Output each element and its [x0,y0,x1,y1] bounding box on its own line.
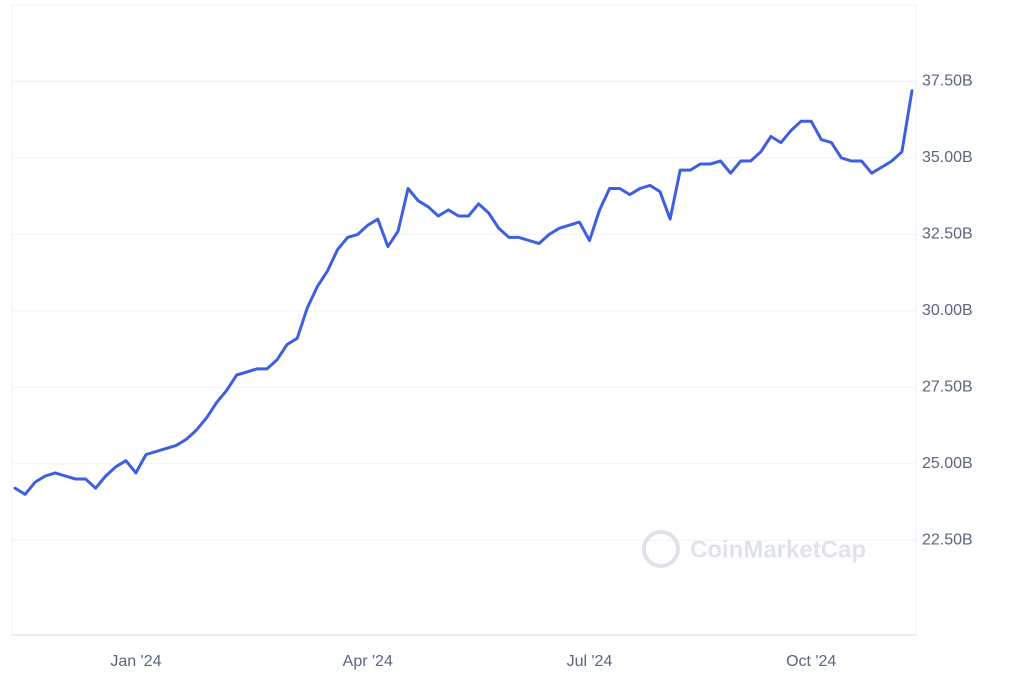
x-tick-label: Oct '24 [786,653,836,670]
y-tick-label: 32.50B [922,226,973,243]
y-tick-label: 25.00B [922,455,973,472]
y-tick-label: 30.00B [922,302,973,319]
watermark: CoinMarketCap [642,530,866,568]
price-line [13,89,914,496]
y-tick-label: 22.50B [922,531,973,548]
y-tick-label: 27.50B [922,379,973,396]
x-tick-label: Apr '24 [343,653,393,670]
watermark-logo [642,530,680,568]
watermark-text: CoinMarketCap [690,536,866,563]
x-tick-label: Jan '24 [110,653,161,670]
y-tick-label: 37.50B [922,73,973,90]
y-tick-label: 35.00B [922,149,973,166]
x-tick-label: Jul '24 [567,653,613,670]
